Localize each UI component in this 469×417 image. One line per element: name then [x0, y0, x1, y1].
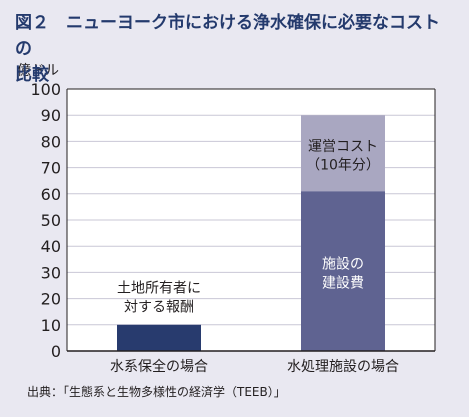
bar-segment — [117, 324, 201, 351]
figure-title: 図２ ニューヨーク市における浄水確保に必要なコストの 比較 — [15, 13, 440, 85]
y-tick-label: 40 — [41, 237, 61, 256]
y-tick-label: 10 — [41, 316, 61, 335]
bar-segment — [301, 115, 385, 192]
series-label: 土地所有者に対する報酬 — [117, 280, 201, 315]
y-tick-label: 0 — [51, 342, 61, 361]
y-tick-label: 90 — [41, 106, 61, 125]
series-label: 運営コスト（10年分） — [306, 139, 380, 174]
y-tick-label: 100 — [30, 80, 61, 99]
x-tick-label: 水処理施設の場合 — [287, 359, 399, 375]
y-tick-label: 60 — [41, 185, 61, 204]
bar-segment — [301, 191, 385, 351]
series-label: 施設の建設費 — [322, 257, 364, 292]
y-tick-label: 80 — [41, 132, 61, 151]
y-tick-label: 50 — [41, 211, 61, 230]
y-tick-label: 20 — [41, 290, 61, 309]
y-tick-label: 70 — [41, 159, 61, 178]
y-tick-label: 30 — [41, 263, 61, 282]
y-axis-label: 億ドル — [17, 63, 59, 79]
source-note: 出典：「生態系と生物多様性の経済学（TEEB）」 — [27, 385, 286, 399]
x-tick-label: 水系保全の場合 — [110, 358, 208, 375]
